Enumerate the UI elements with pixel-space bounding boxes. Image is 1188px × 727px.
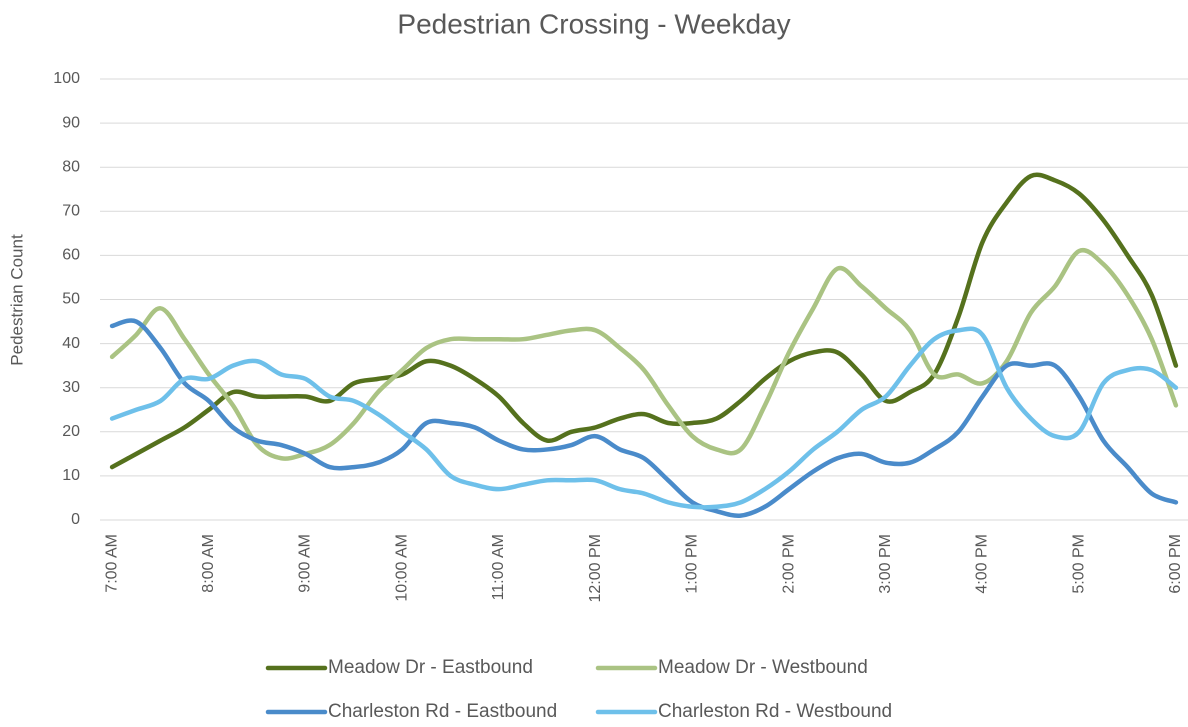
y-tick-label: 80	[62, 158, 80, 175]
legend-label: Meadow Dr - Westbound	[658, 657, 868, 678]
x-tick-label: 12:00 PM	[587, 534, 604, 602]
series-line	[109, 247, 1179, 461]
series-line	[109, 172, 1179, 470]
y-tick-label: 70	[62, 203, 80, 220]
y-tick-label: 10	[62, 467, 80, 484]
y-tick-label: 60	[62, 247, 80, 264]
series-line	[109, 318, 1179, 518]
y-axis-label: Pedestrian Count	[7, 234, 26, 366]
y-tick-label: 30	[62, 379, 80, 396]
y-tick-label: 0	[71, 511, 80, 528]
legend-label: Charleston Rd - Westbound	[658, 701, 892, 722]
x-tick-label: 8:00 AM	[200, 534, 217, 593]
x-tick-label: 7:00 AM	[103, 534, 120, 593]
x-tick-label: 11:00 AM	[490, 534, 507, 600]
x-tick-label: 3:00 PM	[877, 534, 894, 594]
series-line	[109, 326, 1179, 510]
x-tick-label: 1:00 PM	[684, 534, 701, 594]
x-tick-label: 10:00 AM	[393, 534, 410, 602]
x-tick-label: 5:00 PM	[1070, 534, 1087, 594]
x-tick-label: 9:00 AM	[297, 534, 314, 593]
x-tick-label: 4:00 PM	[974, 534, 991, 594]
y-tick-label: 50	[62, 291, 80, 308]
x-tick-label: 2:00 PM	[780, 534, 797, 594]
x-tick-label: 6:00 PM	[1167, 534, 1184, 594]
y-tick-label: 100	[53, 70, 80, 87]
y-tick-label: 90	[62, 114, 80, 131]
legend-label: Meadow Dr - Eastbound	[328, 657, 533, 678]
y-tick-label: 20	[62, 423, 80, 440]
chart-title: Pedestrian Crossing - Weekday	[397, 8, 790, 39]
y-tick-label: 40	[62, 335, 80, 352]
legend-label: Charleston Rd - Eastbound	[328, 701, 557, 722]
